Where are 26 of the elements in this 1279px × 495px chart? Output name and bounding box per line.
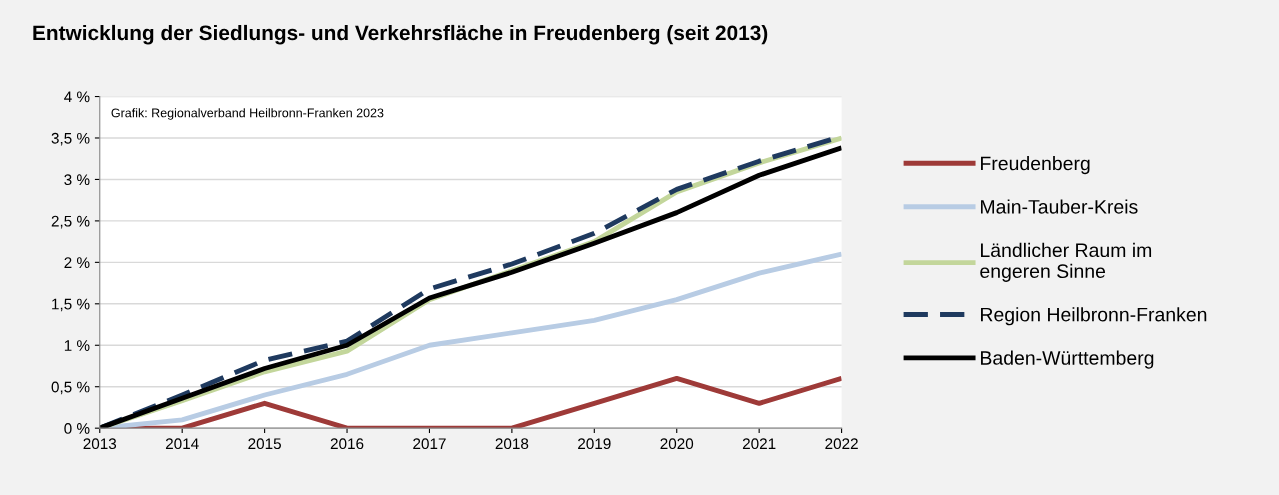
legend-label: Main-Tauber-Kreis [981,199,1138,214]
y-tick-label: 1 % [64,340,90,351]
legend-label: Baden-Württemberg [981,350,1154,369]
y-tick-label: 0 % [64,423,90,434]
x-tick-label: 2021 [742,438,776,450]
x-tick-label: 2017 [413,438,446,450]
annotation: Grafik: Regionalverband Heilbronn-Franken 2023 [111,108,384,120]
x-tick-label: 2020 [660,438,694,450]
y-tick-label: 1,5 % [52,298,90,312]
y-tick-label: 4 % [64,91,90,103]
y-tick-label: 3,5 % [51,132,90,146]
x-tick-label: 2013 [83,438,117,450]
legend-label: Ländlicher Raum im engeren Sinne [980,242,1152,282]
x-tick-label: 2014 [165,438,199,450]
x-tick-label: 2015 [248,438,281,450]
y-tick-label: 2,5 % [51,215,90,229]
x-tick-label: 2016 [330,438,364,450]
legend-label: Region Heilbronn-Franken [981,307,1207,326]
y-tick-label: 2 % [64,257,90,268]
y-tick-label: 0,5 % [51,381,90,395]
y-tick-label: 3 % [64,174,90,186]
legend-label: Freudenberg [981,156,1090,175]
chart-title: Entwicklung der Siedlungs- und Verkehrsfläche in Freudenberg (seit 2013) [33,24,768,45]
x-tick-label: 2022 [825,438,858,450]
x-tick-label: 2019 [578,438,611,450]
x-tick-label: 2018 [495,438,529,450]
